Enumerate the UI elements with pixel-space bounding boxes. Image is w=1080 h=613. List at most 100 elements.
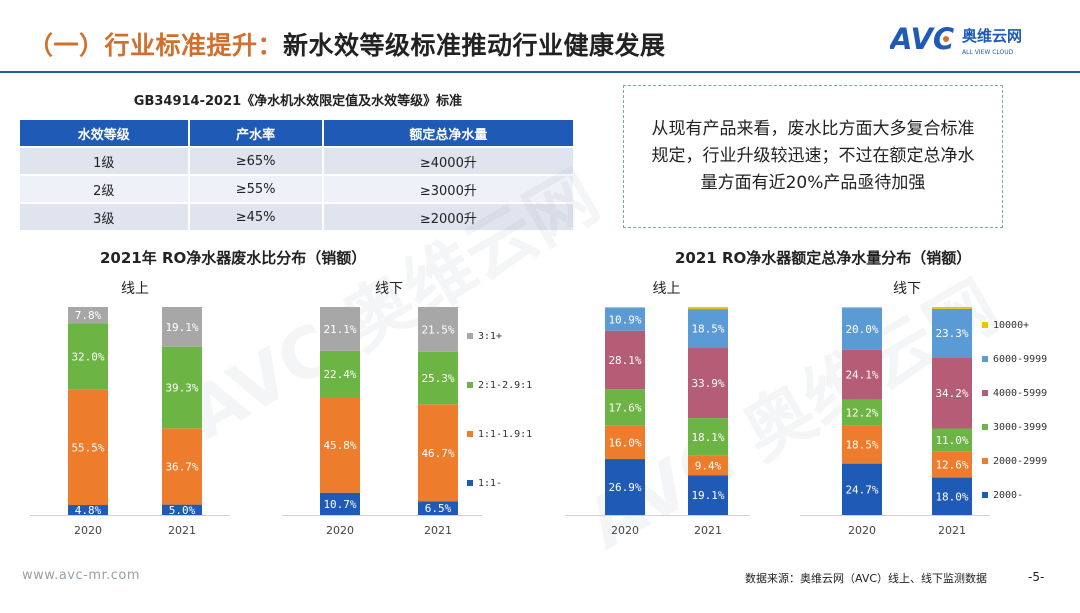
data-label: 28.1% <box>608 354 641 367</box>
legend-swatch <box>467 333 473 339</box>
x-tick-label: 2020 <box>74 524 102 537</box>
data-label: 19.1% <box>691 489 724 502</box>
bar-segment <box>842 425 882 464</box>
table-header: 产水率 <box>188 120 324 147</box>
data-label: 5.0% <box>169 504 196 517</box>
bar-segment <box>932 477 972 515</box>
bar-segment <box>605 459 645 515</box>
bar-segment <box>688 418 728 456</box>
bar-segment <box>320 492 360 515</box>
data-label: 18.5% <box>845 438 878 451</box>
table-cell: 2级 <box>20 174 190 203</box>
bar-segment <box>418 404 458 502</box>
logo-en: ALL VIEW CLOUD <box>962 49 1014 56</box>
data-label: 46.7% <box>421 447 454 460</box>
bar-segment <box>68 389 108 506</box>
table-cell: ≥45% <box>188 202 324 230</box>
data-label: 24.7% <box>845 483 878 496</box>
data-label: 10.9% <box>608 313 641 326</box>
bar-segment <box>688 309 728 348</box>
legend-label: 2000- <box>993 490 1023 501</box>
legend-label: 3000-3999 <box>993 422 1047 433</box>
table-cell: 3级 <box>20 202 190 230</box>
x-tick-label: 2020 <box>848 524 876 537</box>
table-cell: ≥3000升 <box>322 174 576 203</box>
bar-segment <box>68 307 108 324</box>
legend-swatch <box>982 322 988 328</box>
table-cell: ≥55% <box>188 174 324 203</box>
table-row: 2级 ≥55% ≥3000升 <box>20 174 576 203</box>
chart-subtitle: 线下 <box>375 281 403 297</box>
table-cell: 1级 <box>20 146 190 175</box>
data-label: 7.8% <box>75 309 102 322</box>
bar-segment <box>320 350 360 398</box>
x-tick-label: 2021 <box>694 524 722 537</box>
data-label: 34.2% <box>935 387 968 400</box>
table-header-row: 水效等级 产水率 额定总净水量 <box>20 120 576 147</box>
bar-segment <box>688 455 728 476</box>
bar-segment <box>932 357 972 429</box>
data-label: 18.0% <box>935 490 968 503</box>
data-label: 18.5% <box>691 322 724 335</box>
data-label: 45.8% <box>323 439 356 452</box>
legend-swatch <box>982 356 988 362</box>
data-label: 33.9% <box>691 377 724 390</box>
table-row: 1级 ≥65% ≥4000升 <box>20 146 576 175</box>
bar-segment <box>605 308 645 331</box>
table-row: 3级 ≥45% ≥2000升 <box>20 202 576 230</box>
legend-swatch <box>982 424 988 430</box>
data-label: 16.0% <box>608 436 641 449</box>
bar-segment <box>162 504 202 515</box>
legend-swatch <box>467 480 473 486</box>
data-label: 32.0% <box>71 350 104 363</box>
x-tick-label: 2021 <box>424 524 452 537</box>
legend-swatch <box>982 458 988 464</box>
note-text: 从现有产品来看，废水比方面大多复合标准规定，行业升级较迅速；不过在额定总净水量方… <box>651 119 975 193</box>
data-label: 22.4% <box>323 368 356 381</box>
x-tick-label: 2020 <box>611 524 639 537</box>
page-number: -5- <box>1028 570 1045 584</box>
bar-segment <box>688 347 728 419</box>
bar-segment <box>605 330 645 390</box>
bar-segment <box>162 428 202 505</box>
bar-segment <box>842 463 882 515</box>
data-label: 17.6% <box>608 401 641 414</box>
x-tick-label: 2021 <box>938 524 966 537</box>
bar-segment <box>418 501 458 515</box>
bar-segment <box>162 307 202 347</box>
legend-label: 1:1-1.9:1 <box>478 429 532 440</box>
chart-title-capacity: 2021 RO净水器额定总净水量分布（销额） <box>675 249 972 267</box>
table-cell: ≥4000升 <box>322 146 576 175</box>
bar-segment <box>842 308 882 350</box>
data-label: 36.7% <box>165 460 198 473</box>
legend-label: 1:1- <box>478 478 502 489</box>
bar-segment <box>418 307 458 352</box>
legend-label: 2:1-2.9:1 <box>478 380 532 391</box>
bar-segment <box>418 351 458 405</box>
bar-segment <box>605 307 645 309</box>
data-label: 21.1% <box>323 323 356 336</box>
standard-table: 水效等级 产水率 额定总净水量 1级 ≥65% ≥4000升 2级 ≥55% ≥… <box>20 120 576 230</box>
chart-subtitle: 线上 <box>121 281 149 297</box>
standard-title: GB34914-2021《净水机水效限定值及水效等级》标准 <box>133 94 463 109</box>
header-divider <box>0 71 1080 73</box>
bar-segment <box>932 451 972 478</box>
title-highlight: （一）行业标准提升： <box>28 31 284 60</box>
bar-segment <box>842 349 882 400</box>
legend-label: 6000-9999 <box>993 354 1047 365</box>
legend-label: 3:1+ <box>478 331 502 342</box>
table-cell: ≥2000升 <box>322 202 576 230</box>
data-label: 25.3% <box>421 372 454 385</box>
bar-segment <box>932 428 972 452</box>
legend-label: 4000-5999 <box>993 388 1047 399</box>
data-label: 12.6% <box>935 458 968 471</box>
logo-dot <box>943 36 949 42</box>
bar-segment <box>68 505 108 515</box>
data-label: 55.5% <box>71 441 104 454</box>
data-label: 11.0% <box>935 434 968 447</box>
data-label: 9.4% <box>695 459 722 472</box>
table-header: 额定总净水量 <box>322 120 576 147</box>
table-header: 水效等级 <box>20 120 190 147</box>
data-label: 39.3% <box>165 382 198 395</box>
